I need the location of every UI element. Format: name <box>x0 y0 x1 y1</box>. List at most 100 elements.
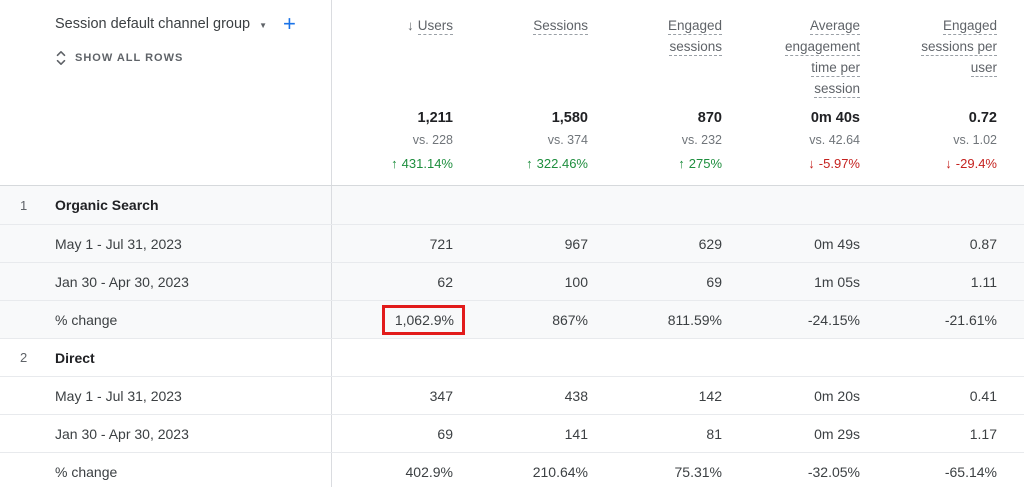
channel-row: 1 Organic Search <box>0 186 1024 224</box>
column-header-line: sessions <box>598 36 722 57</box>
percent-change-row: % change 1,062.9% 867% 811.59% -24.15% -21.61… <box>0 300 1024 338</box>
filler-cell <box>1007 225 1024 262</box>
totals-comparison-value: vs. 374 <box>547 133 588 147</box>
metric-cell-users: 721 <box>429 235 453 252</box>
empty-cell <box>598 339 732 376</box>
metric-cell-avg-engagement-time-per-session: 0m 20s <box>814 387 860 404</box>
empty-cell <box>870 186 1007 224</box>
metric-cell-sessions: 438 <box>564 387 588 404</box>
metric-cell-engaged-sessions: 75.31% <box>674 463 722 480</box>
channel-row-header: 2 Direct <box>0 339 332 376</box>
metric-cell-engaged-sessions-per-user: -21.61% <box>944 311 997 328</box>
totals-comparison-value: vs. 1.02 <box>953 133 997 147</box>
metric-cell-engaged-sessions-per-user: 1.17 <box>969 425 997 442</box>
add-dimension-button[interactable]: + <box>283 11 296 36</box>
column-totals: 870 vs. 232 ↑ 275% <box>598 107 722 175</box>
date-range-label: Jan 30 - Apr 30, 2023 <box>55 273 189 290</box>
totals-percent-change: ↓ -29.4% <box>945 156 997 171</box>
column-header-line: sessions per <box>870 36 997 57</box>
totals-value: 1,211 <box>417 110 454 126</box>
empty-cell <box>732 186 870 224</box>
column-header-line: engagement <box>732 36 860 57</box>
column-header-avg-engagement-time-per-session[interactable]: Average engagement time per session <box>732 15 860 99</box>
column-header-engaged-sessions[interactable]: Engaged sessions <box>598 15 722 57</box>
date-range-row: May 1 - Jul 31, 2023 347 438 142 0m 20s 0.41 <box>0 376 1024 414</box>
date-range-row: Jan 30 - Apr 30, 2023 62 100 69 1m 05s 1.11 <box>0 262 1024 300</box>
channel-row-header: 1 Organic Search <box>0 186 332 224</box>
trend-down-icon: ↓ <box>808 156 815 171</box>
metric-column-engaged-sessions-per-user: Engaged sessions per user 0.72 vs. 1.02 ↓ -29.… <box>870 0 1007 185</box>
column-header-line: session <box>732 78 860 99</box>
column-header-label: engagement <box>784 39 860 56</box>
column-header-label: Average <box>809 18 860 35</box>
metric-cell-users: 62 <box>437 273 453 290</box>
metric-column-users: ↓ Users 1,211 vs. 228 ↑ 431.14% <box>332 0 463 185</box>
filler-cell <box>1007 453 1024 487</box>
trend-up-icon: ↑ <box>678 156 685 171</box>
dimension-header-cell: Session default channel group ▼ + SHOW A… <box>0 0 332 185</box>
date-range-label: Jan 30 - Apr 30, 2023 <box>55 425 189 442</box>
metric-cell-engaged-sessions: 81 <box>706 425 722 442</box>
dimension-selector-label[interactable]: Session default channel group <box>55 16 251 32</box>
metric-cell-engaged-sessions: 811.59% <box>667 311 722 328</box>
show-all-rows-button[interactable]: SHOW ALL ROWS <box>55 50 331 66</box>
metric-cell-avg-engagement-time-per-session: 0m 49s <box>814 235 860 252</box>
trend-down-icon: ↓ <box>945 156 952 171</box>
totals-comparison-value: vs. 232 <box>681 133 722 147</box>
totals-percent-change: ↑ 275% <box>678 156 722 171</box>
metric-column-avg-engagement-time-per-session: Average engagement time per session 0m 40s vs… <box>732 0 870 185</box>
column-header-line: user <box>870 57 997 78</box>
empty-cell <box>732 339 870 376</box>
column-header-label: Engaged <box>942 18 997 35</box>
percent-change-label: % change <box>55 463 118 480</box>
row-metrics: 62 100 69 1m 05s 1.11 <box>332 263 1024 300</box>
column-header-users[interactable]: ↓ Users <box>332 15 453 36</box>
row-header: Jan 30 - Apr 30, 2023 <box>0 415 332 452</box>
column-header-line: Engaged <box>598 15 722 36</box>
row-metrics: 69 141 81 0m 29s 1.17 <box>332 415 1024 452</box>
channel-row-metrics <box>332 186 1024 224</box>
column-totals: 1,211 vs. 228 ↑ 431.14% <box>332 107 453 175</box>
channel-group: 1 Organic Search May 1 - Jul 31, 2023 721 96… <box>0 186 1024 338</box>
column-totals: 0.72 vs. 1.02 ↓ -29.4% <box>870 107 997 175</box>
channel-row-metrics <box>332 339 1024 376</box>
metric-cell-sessions: 100 <box>564 273 588 290</box>
red-highlight-box: 1,062.9% <box>381 304 465 335</box>
date-range-label: May 1 - Jul 31, 2023 <box>55 235 182 252</box>
totals-comparison-value: vs. 228 <box>412 133 453 147</box>
metric-cell-sessions: 210.64% <box>532 463 588 480</box>
column-header-label: user <box>970 60 997 77</box>
show-all-rows-label: SHOW ALL ROWS <box>75 52 184 64</box>
trend-up-icon: ↑ <box>391 156 398 171</box>
trend-up-icon: ↑ <box>526 156 533 171</box>
column-header-label: sessions <box>669 39 722 56</box>
table-body: 1 Organic Search May 1 - Jul 31, 2023 721 96… <box>0 186 1024 487</box>
row-header: May 1 - Jul 31, 2023 <box>0 377 332 414</box>
metric-cell-engaged-sessions-per-user: 0.41 <box>969 387 997 404</box>
row-metrics: 347 438 142 0m 20s 0.41 <box>332 377 1024 414</box>
column-header-sessions[interactable]: Sessions <box>463 15 588 36</box>
column-header-engaged-sessions-per-user[interactable]: Engaged sessions per user <box>870 15 997 78</box>
column-header-line: time per <box>732 57 860 78</box>
empty-cell <box>463 339 598 376</box>
column-totals: 1,580 vs. 374 ↑ 322.46% <box>463 107 588 175</box>
chevron-down-icon: ▼ <box>259 20 268 30</box>
metric-cell-engaged-sessions-per-user: 0.87 <box>969 235 997 252</box>
dimension-selector[interactable]: Session default channel group ▼ + <box>55 11 331 36</box>
row-header: % change <box>0 453 332 487</box>
metric-cell-sessions: 867% <box>552 311 588 328</box>
metric-cell-avg-engagement-time-per-session: 1m 05s <box>814 273 860 290</box>
column-header-label: Sessions <box>533 18 588 35</box>
filler-cell <box>1007 263 1024 300</box>
column-header-line: Average <box>732 15 860 36</box>
metric-column-engaged-sessions: Engaged sessions 870 vs. 232 ↑ 275% <box>598 0 732 185</box>
row-index: 2 <box>20 350 28 365</box>
totals-percent-change: ↑ 322.46% <box>526 156 588 171</box>
column-header-label: Engaged <box>667 18 722 35</box>
empty-cell <box>1007 339 1024 376</box>
filler-cell <box>1007 301 1024 338</box>
sort-descending-icon: ↓ <box>406 18 414 33</box>
filler-cell <box>1007 415 1024 452</box>
percent-change-label: % change <box>55 311 118 328</box>
